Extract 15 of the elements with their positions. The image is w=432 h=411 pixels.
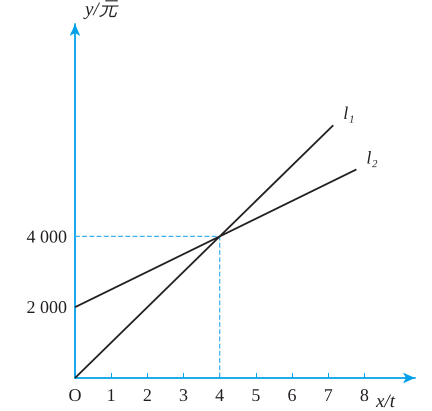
y-tick-label: 2 000 (26, 297, 67, 318)
x-tick-label: O (68, 385, 82, 405)
series-label: l₁ (343, 103, 355, 124)
x-tick-label: 4 (215, 385, 224, 405)
y-tick-label: 4 000 (26, 226, 67, 246)
x-axis-title: x/t (375, 391, 396, 411)
x-tick-label: 6 (288, 385, 297, 405)
x-tick-label: 3 (179, 385, 188, 405)
y-axis-title: y/元 (83, 0, 120, 20)
x-tick-label: 1 (106, 385, 116, 405)
x-tick-label: 2 (142, 385, 152, 405)
series-label: l₂ (366, 147, 378, 168)
x-tick-label: 7 (324, 385, 333, 405)
x-tick-label: 5 (251, 385, 260, 405)
x-tick-label: 8 (360, 385, 369, 405)
